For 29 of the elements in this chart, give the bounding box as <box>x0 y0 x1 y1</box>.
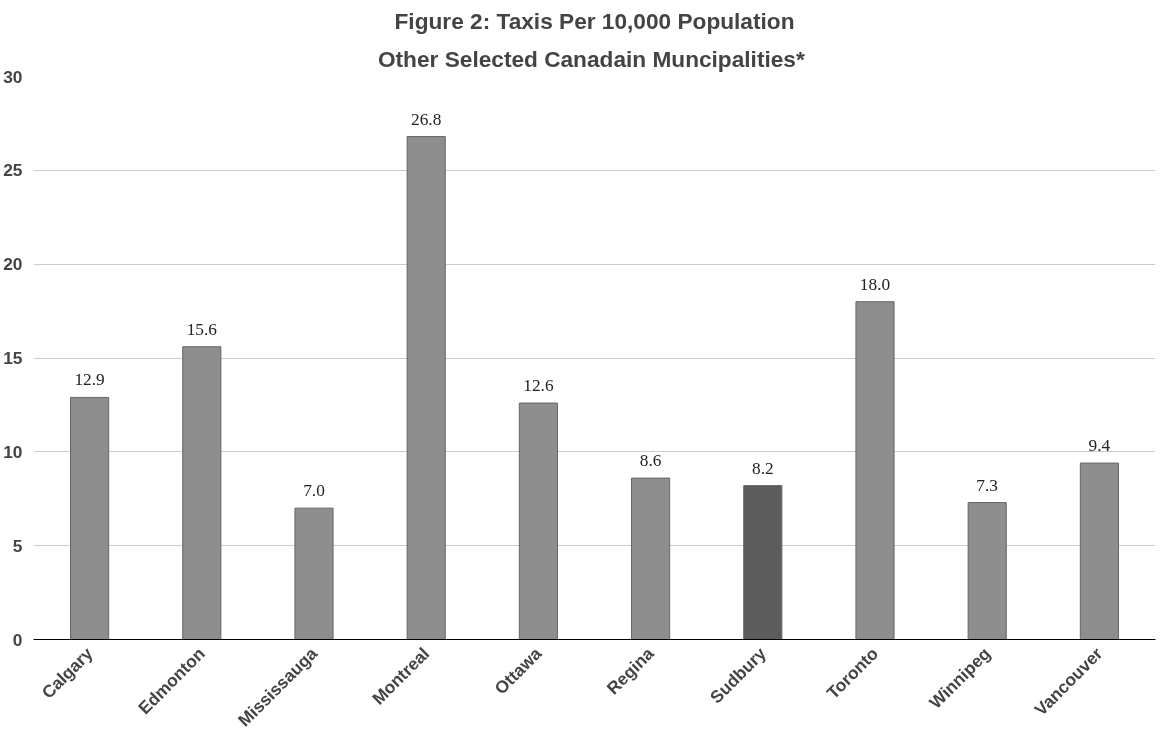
y-tick-label: 10 <box>3 441 23 462</box>
bar <box>182 346 222 640</box>
bar <box>1079 462 1119 640</box>
y-tick-label: 30 <box>3 66 23 87</box>
chart-subtitle: Other Selected Canadain Muncipalities* <box>377 45 805 72</box>
data-label: 7.0 <box>303 481 325 501</box>
data-label: 8.2 <box>751 458 774 478</box>
data-label: 15.6 <box>186 319 218 339</box>
bar <box>631 477 671 640</box>
data-label: 18.0 <box>859 274 891 294</box>
data-label: 12.9 <box>74 370 105 390</box>
data-label: 8.6 <box>639 451 662 471</box>
data-label: 26.8 <box>411 109 442 129</box>
y-tick-label: 20 <box>3 254 23 275</box>
bar <box>855 301 895 640</box>
bar <box>406 136 446 640</box>
y-tick-label: 0 <box>12 629 23 650</box>
y-tick-label: 25 <box>3 160 23 181</box>
bar <box>294 507 334 640</box>
bar <box>967 502 1007 640</box>
data-label: 12.6 <box>523 376 554 396</box>
bar <box>743 485 783 640</box>
data-label: 9.4 <box>1088 436 1111 456</box>
data-label: 7.3 <box>976 475 999 495</box>
chart-title: Figure 2: Taxis Per 10,000 Population <box>394 7 795 34</box>
y-tick-label: 5 <box>12 535 23 556</box>
y-tick-label: 15 <box>3 348 23 368</box>
bar <box>518 402 558 640</box>
bar <box>70 396 110 640</box>
